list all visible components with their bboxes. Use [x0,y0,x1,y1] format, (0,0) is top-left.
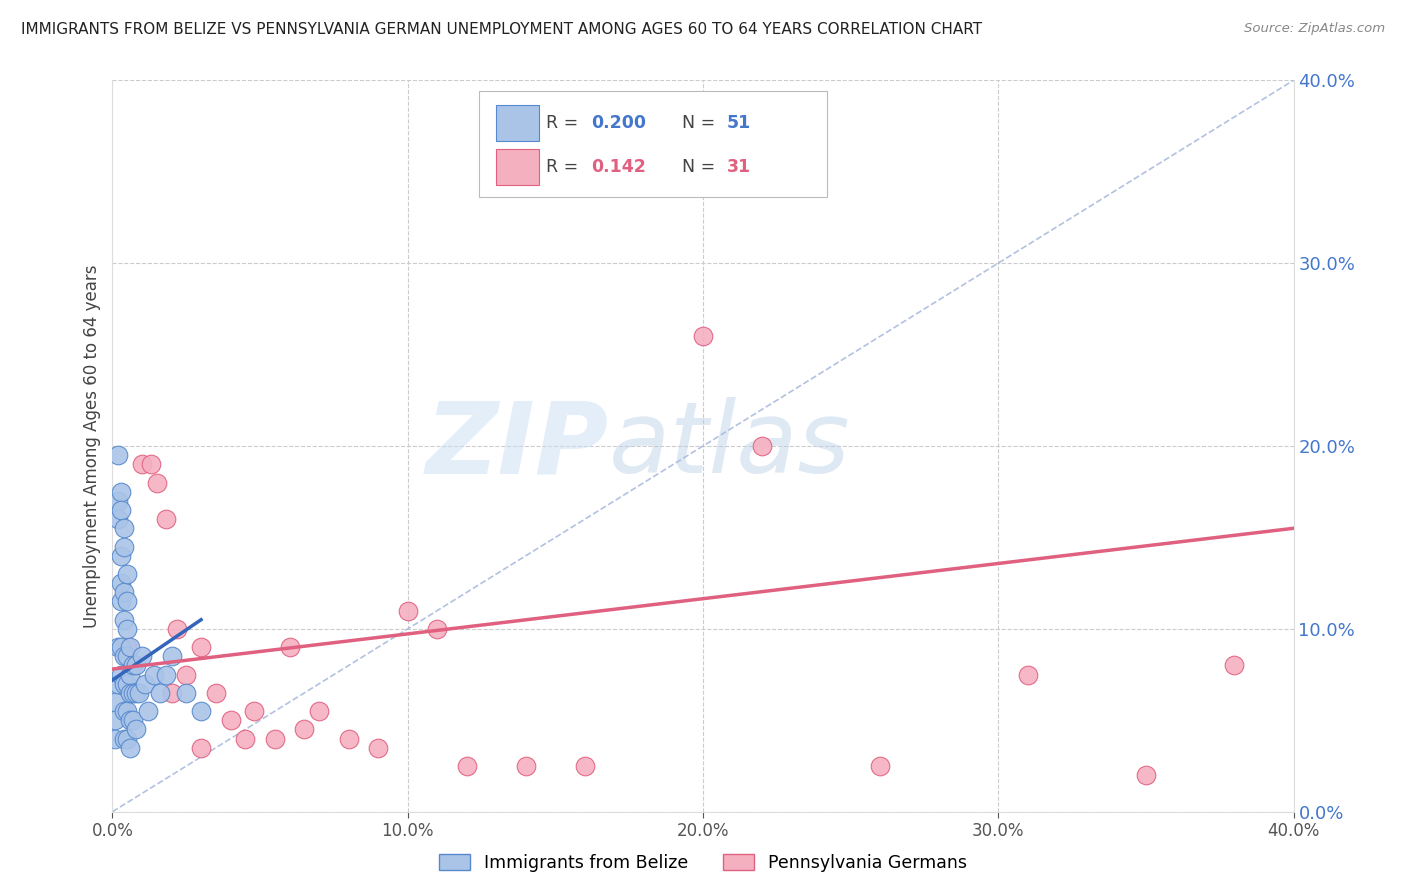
Point [110,594,132,608]
Text: 0.200: 0.200 [591,114,645,132]
Y-axis label: Unemployment Among Ages 60 to 64 years: Unemployment Among Ages 60 to 64 years [83,264,101,628]
Text: Source: ZipAtlas.com: Source: ZipAtlas.com [1244,22,1385,36]
Point [112,731,135,746]
Point [160,686,183,700]
Point [456,759,478,773]
Text: 31: 31 [727,158,751,177]
Point [1223,658,1246,673]
Point [131,649,153,664]
Point [112,676,135,690]
Point [104,714,127,728]
Point [117,594,138,608]
Point [112,521,135,535]
Point [155,512,177,526]
Point [117,676,138,690]
Point [110,576,132,591]
Point [110,503,132,517]
Point [112,613,135,627]
Point [139,457,162,471]
Point [120,667,142,681]
Text: 0.142: 0.142 [591,158,645,177]
Point [112,585,135,599]
Point [243,704,266,718]
Point [120,686,142,700]
Point [117,704,138,718]
Point [205,686,228,700]
Point [337,731,360,746]
Text: R =: R = [546,114,583,132]
Point [117,640,138,655]
Point [190,740,212,755]
Legend: Immigrants from Belize, Pennsylvania Germans: Immigrants from Belize, Pennsylvania Ger… [432,847,974,879]
Point [122,686,145,700]
Point [574,759,596,773]
Text: IMMIGRANTS FROM BELIZE VS PENNSYLVANIA GERMAN UNEMPLOYMENT AMONG AGES 60 TO 64 Y: IMMIGRANTS FROM BELIZE VS PENNSYLVANIA G… [21,22,983,37]
Point [110,640,132,655]
Point [233,731,256,746]
Point [107,494,129,508]
Point [190,640,212,655]
Text: atlas: atlas [609,398,851,494]
Point [264,731,287,746]
Point [396,603,419,617]
Text: ZIP: ZIP [426,398,609,494]
Point [117,622,138,636]
Point [308,704,330,718]
Point [166,622,188,636]
Point [692,329,714,343]
Point [125,686,148,700]
FancyBboxPatch shape [478,91,827,197]
Point [174,686,197,700]
Point [125,723,148,737]
Point [142,667,165,681]
Point [104,695,127,709]
Point [515,759,537,773]
Point [125,658,148,673]
Point [146,475,169,490]
Point [110,484,132,499]
FancyBboxPatch shape [496,105,538,141]
Point [107,512,129,526]
Point [104,731,127,746]
Point [1017,667,1039,681]
Point [110,549,132,563]
Point [120,714,142,728]
Point [117,731,138,746]
Point [869,759,891,773]
Point [117,567,138,582]
Point [136,704,159,718]
Point [120,740,142,755]
Text: 51: 51 [727,114,751,132]
Point [131,457,153,471]
Point [1135,768,1157,782]
Point [367,740,389,755]
Point [155,667,177,681]
Point [751,439,773,453]
Point [107,448,129,462]
Point [122,714,145,728]
Point [120,640,142,655]
Point [107,676,129,690]
Point [426,622,449,636]
Point [174,667,197,681]
Point [134,676,156,690]
Point [149,686,172,700]
Point [122,658,145,673]
Point [107,640,129,655]
FancyBboxPatch shape [496,149,538,186]
Point [112,540,135,554]
Text: N =: N = [682,114,720,132]
Text: R =: R = [546,158,589,177]
Point [190,704,212,718]
Point [112,649,135,664]
Point [278,640,301,655]
Point [110,667,132,681]
Point [128,686,150,700]
Text: N =: N = [682,158,720,177]
Point [219,714,242,728]
Point [160,649,183,664]
Point [117,649,138,664]
Point [292,723,315,737]
Point [112,704,135,718]
